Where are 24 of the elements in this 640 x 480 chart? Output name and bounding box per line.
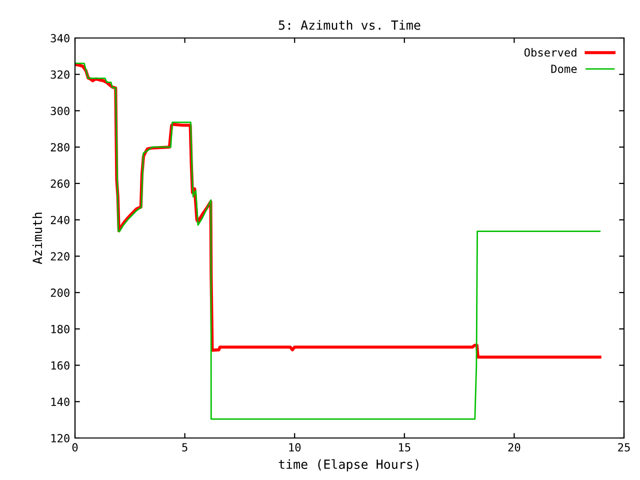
x-tick-label: 5 (182, 443, 188, 452)
y-tick-label: 160 (51, 361, 70, 370)
x-tick-label: 20 (508, 443, 520, 452)
x-tick-label: 10 (289, 443, 301, 452)
x-axis-title: time (Elapse Hours) (278, 459, 418, 472)
legend-label: Observed (524, 48, 576, 57)
y-axis-title: Azimuth (32, 212, 42, 264)
y-tick-label: 120 (51, 434, 70, 442)
y-tick-label: 140 (51, 398, 70, 406)
line-series (75, 62, 601, 420)
x-tick-label: 15 (399, 443, 410, 452)
x-tick-label: 25 (618, 443, 630, 452)
y-tick-label: 240 (50, 216, 70, 224)
y-tick-label: 320 (50, 70, 70, 79)
y-tick-label: 340 (50, 34, 70, 42)
chart-title: 5: Azimuth vs. Time (278, 20, 420, 30)
y-tick-label: 200 (50, 288, 70, 297)
y-tick-label: 300 (50, 106, 70, 116)
y-tick-label: 280 (50, 143, 70, 152)
y-tick-label: 180 (51, 324, 70, 334)
y-tick-label: 220 (50, 252, 70, 261)
y-tick-label: 260 (50, 179, 70, 188)
legend-label: Dome (551, 64, 577, 74)
x-tick-label: 0 (72, 443, 78, 452)
